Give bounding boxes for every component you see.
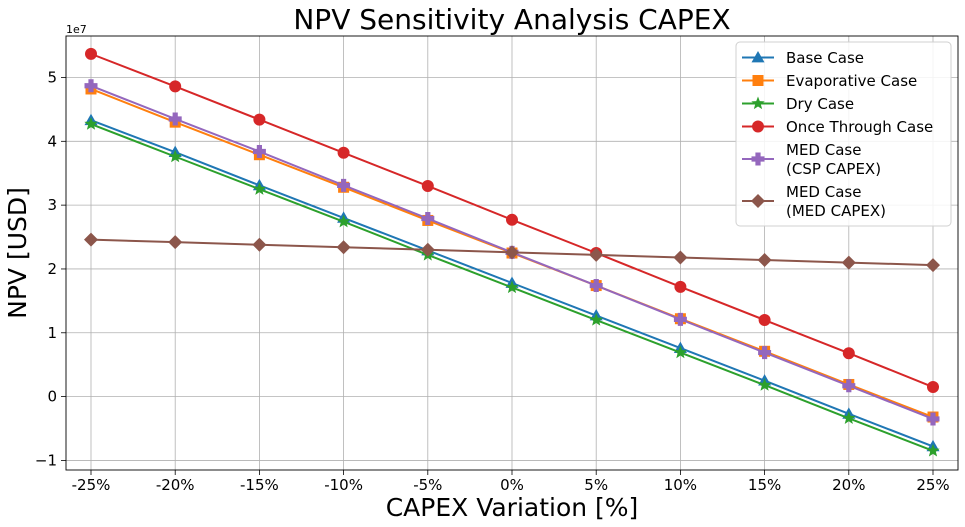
legend-entry: Evaporative Case (742, 72, 917, 90)
x-tick-label: -20% (156, 476, 195, 494)
data-point (589, 247, 604, 262)
data-point (757, 253, 772, 268)
axes: -25% -20% -15% -10% -5% 0% 5% 10% 15% 20% 25% −1 0 1 2… (35, 35, 959, 494)
data-point (926, 258, 940, 273)
plot-frame (65, 35, 959, 471)
y-axis-offset-label: 1e7 (66, 23, 87, 36)
data-point (84, 117, 98, 130)
legend-box (735, 41, 952, 227)
data-point (336, 240, 351, 255)
data-point (673, 345, 688, 359)
y-tick-label: 1 (47, 324, 57, 342)
data-point (589, 279, 603, 293)
x-tick-label: -15% (240, 476, 279, 494)
legend-entry: MED Case (MED CAPEX) (742, 183, 886, 220)
data-point (336, 214, 351, 228)
legend: Base Case Evaporative Case Dry Case Once Th… (735, 41, 952, 227)
x-tick-label: 15% (748, 476, 781, 494)
x-axis-label: CAPEX Variation [%] (386, 493, 639, 522)
data-point (85, 47, 97, 60)
x-tick-label: 20% (832, 476, 865, 494)
data-point (842, 347, 855, 360)
legend-entry: Once Through Case (742, 118, 933, 136)
legend-label: MED Case (MED CAPEX) (786, 183, 886, 220)
legend-label: Once Through Case (786, 118, 933, 136)
data-point (842, 379, 856, 393)
x-tick-label: 5% (584, 476, 608, 494)
data-series (84, 47, 940, 457)
legend-label: Base Case (786, 49, 864, 67)
data-point (841, 255, 856, 270)
legend-marker (751, 51, 765, 63)
data-point (337, 178, 351, 192)
x-tick-label: -25% (72, 476, 111, 494)
data-point (253, 113, 266, 126)
data-point (84, 232, 98, 247)
data-point (168, 235, 183, 250)
data-point (757, 378, 772, 391)
y-tick-label: 0 (47, 388, 57, 406)
data-point (84, 79, 98, 93)
legend-marker (751, 96, 765, 110)
data-point (842, 411, 856, 424)
data-point (168, 112, 182, 126)
data-point (252, 182, 267, 195)
data-point (169, 80, 182, 93)
data-point (337, 146, 350, 159)
x-tick-label: 0% (500, 476, 524, 494)
legend-entry: Base Case (742, 49, 864, 67)
legend-marker (751, 194, 765, 208)
y-tick-label: 2 (47, 260, 57, 278)
data-point (926, 412, 940, 426)
legend-marker (752, 120, 764, 133)
data-point (926, 443, 940, 457)
y-tick-label: 5 (47, 68, 57, 86)
legend-marker (752, 75, 764, 86)
data-point (505, 245, 519, 260)
data-point (927, 381, 939, 394)
legend-label: Evaporative Case (786, 72, 917, 90)
data-point (168, 149, 182, 163)
y-tick-label: 4 (47, 132, 57, 150)
data-point (421, 212, 435, 226)
data-point (758, 314, 771, 327)
x-tick-label: -10% (324, 476, 363, 494)
data-point (420, 242, 435, 257)
data-point (252, 237, 267, 252)
data-point (673, 312, 687, 326)
data-point (506, 213, 518, 226)
data-point (421, 179, 434, 192)
data-point (252, 145, 266, 159)
legend-entry: Dry Case (742, 95, 854, 113)
y-axis-label: NPV [USD] (3, 187, 32, 319)
series-5 (84, 232, 940, 273)
data-point (589, 313, 603, 326)
legend-label: Dry Case (786, 95, 854, 113)
y-tick-label: 3 (47, 196, 57, 214)
data-point (505, 280, 519, 294)
y-tick-label: −1 (35, 451, 57, 469)
data-point (674, 280, 687, 293)
data-point (673, 250, 688, 265)
legend-label: MED Case (CSP CAPEX) (786, 141, 881, 178)
x-tick-label: 25% (916, 476, 949, 494)
legend-entry: MED Case (CSP CAPEX) (742, 141, 881, 178)
legend-marker (751, 152, 765, 166)
chart-title: NPV Sensitivity Analysis CAPEX (293, 3, 730, 36)
x-tick-label: 10% (664, 476, 697, 494)
data-point (758, 346, 772, 360)
x-tick-label: -5% (413, 476, 442, 494)
